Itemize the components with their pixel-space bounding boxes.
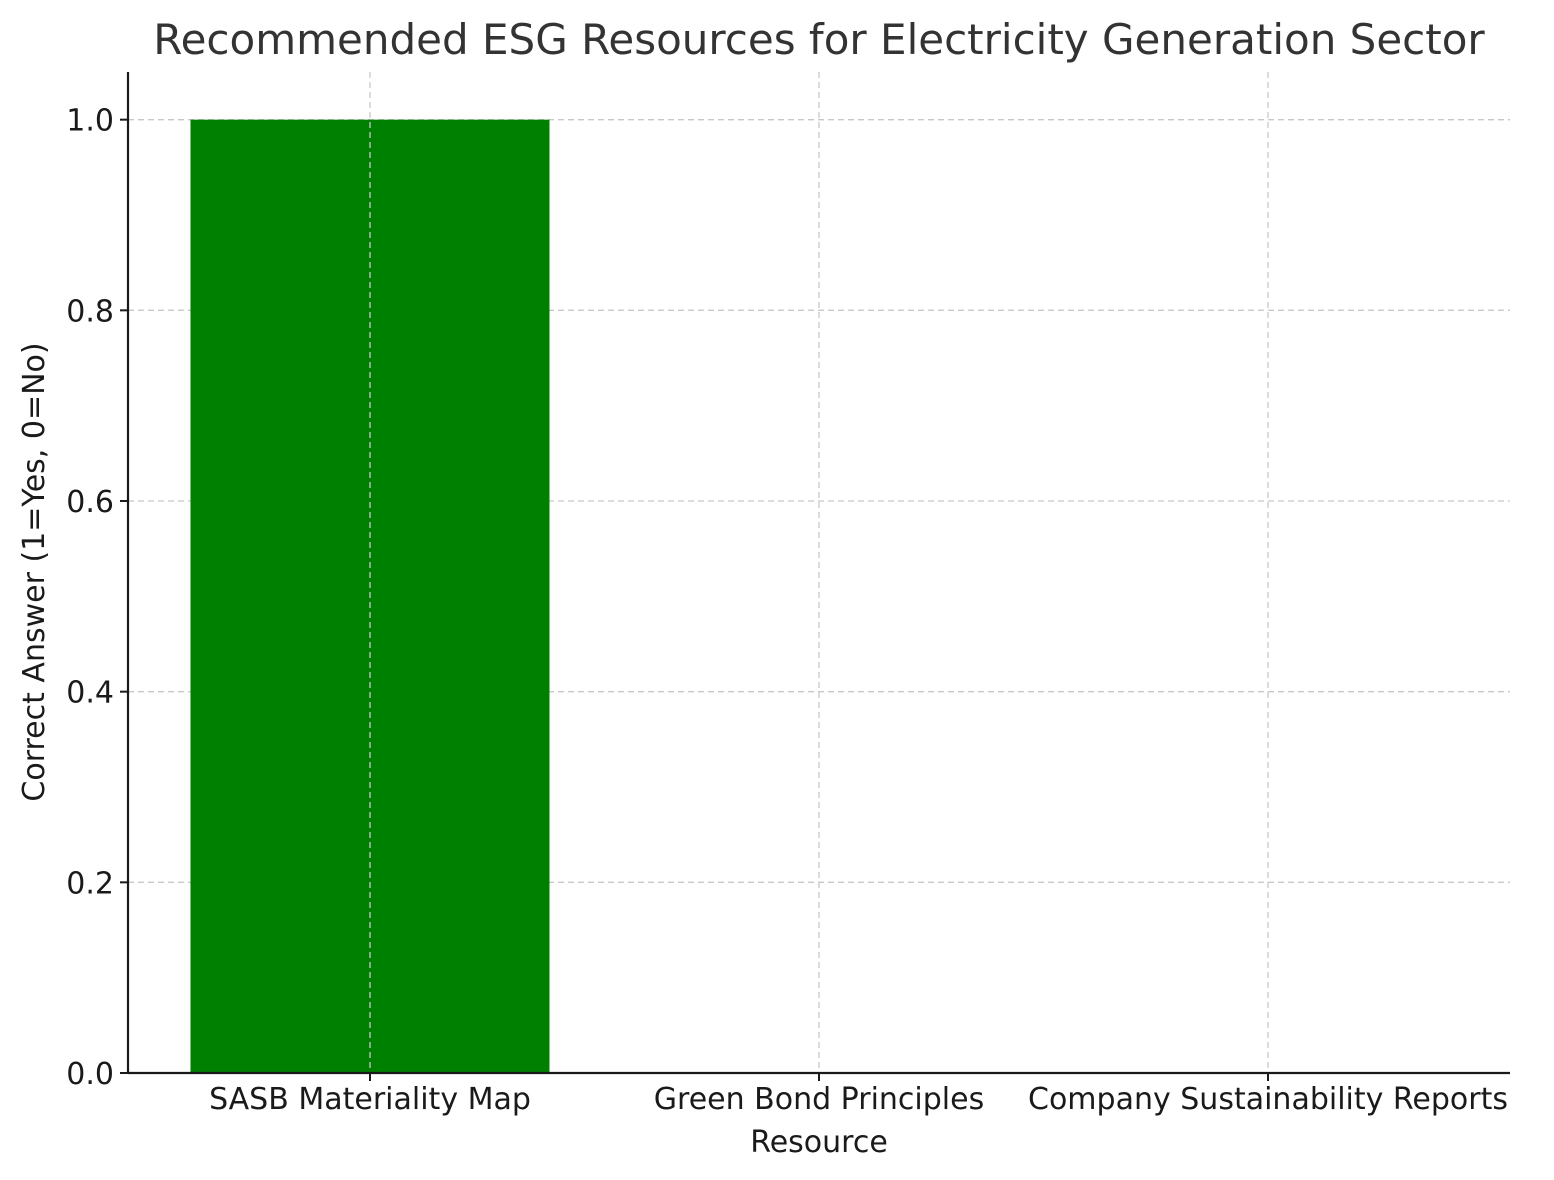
x-axis-label: Resource <box>750 1125 888 1160</box>
ticks: 0.0 0.2 0.4 0.6 0.8 1.0 SASB Materiality Map Gr… <box>66 104 1508 1117</box>
y-tick-label: 0.6 <box>66 485 114 520</box>
y-tick-label: 0.0 <box>66 1057 114 1092</box>
y-tick-label: 0.4 <box>66 676 114 711</box>
y-tick-label: 0.2 <box>66 866 114 901</box>
chart-title: Recommended ESG Resources for Electricit… <box>153 15 1485 64</box>
y-tick-label: 0.8 <box>66 294 114 329</box>
y-tick-label: 1.0 <box>66 104 114 139</box>
x-tick-label: SASB Materiality Map <box>209 1082 531 1117</box>
bars <box>190 72 1269 1073</box>
y-axis-label: Correct Answer (1=Yes, 0=No) <box>17 342 52 801</box>
x-tick-label: Company Sustainability Reports <box>1028 1082 1508 1117</box>
x-tick-label: Green Bond Principles <box>654 1082 984 1117</box>
